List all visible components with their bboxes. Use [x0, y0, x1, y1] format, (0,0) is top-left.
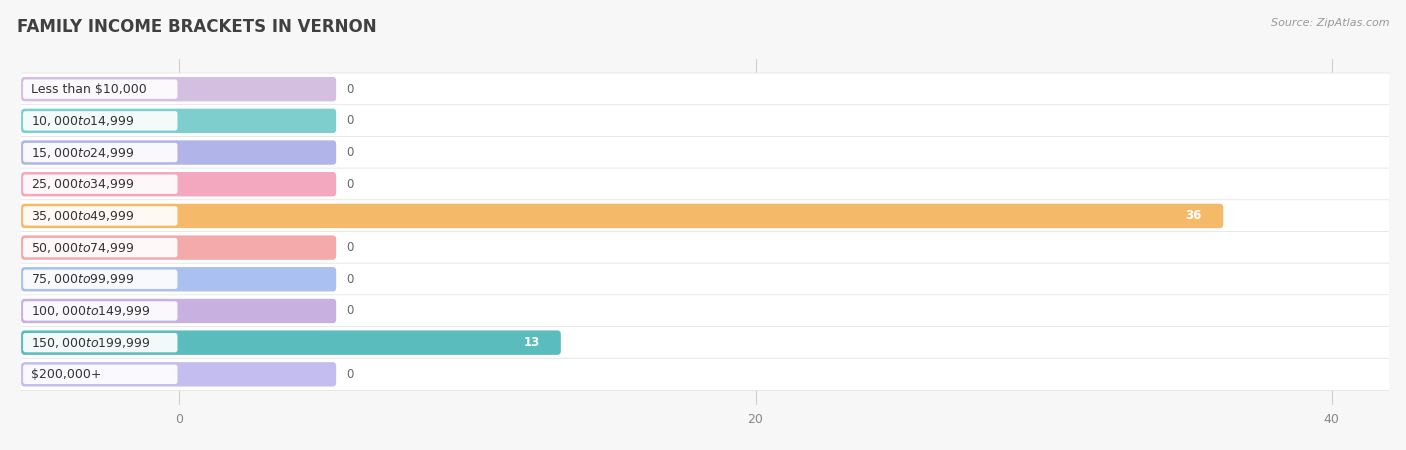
FancyBboxPatch shape [18, 73, 1392, 105]
FancyBboxPatch shape [22, 80, 177, 99]
FancyBboxPatch shape [21, 362, 336, 387]
Text: 0: 0 [346, 273, 354, 286]
Text: FAMILY INCOME BRACKETS IN VERNON: FAMILY INCOME BRACKETS IN VERNON [17, 18, 377, 36]
FancyBboxPatch shape [18, 231, 1392, 264]
FancyBboxPatch shape [22, 111, 177, 130]
FancyBboxPatch shape [18, 327, 1392, 359]
Text: 0: 0 [346, 114, 354, 127]
FancyBboxPatch shape [21, 204, 1223, 228]
Text: 0: 0 [346, 146, 354, 159]
Text: 36: 36 [1185, 209, 1202, 222]
FancyBboxPatch shape [22, 302, 177, 321]
FancyBboxPatch shape [22, 206, 177, 225]
Text: 0: 0 [346, 83, 354, 96]
FancyBboxPatch shape [22, 364, 177, 384]
Text: Source: ZipAtlas.com: Source: ZipAtlas.com [1271, 18, 1389, 28]
FancyBboxPatch shape [18, 105, 1392, 137]
FancyBboxPatch shape [22, 270, 177, 289]
FancyBboxPatch shape [18, 263, 1392, 296]
FancyBboxPatch shape [21, 267, 336, 292]
Text: Less than $10,000: Less than $10,000 [31, 83, 146, 96]
Text: $10,000 to $14,999: $10,000 to $14,999 [31, 114, 135, 128]
FancyBboxPatch shape [18, 295, 1392, 327]
Text: 0: 0 [346, 178, 354, 191]
FancyBboxPatch shape [18, 168, 1392, 200]
FancyBboxPatch shape [21, 108, 336, 133]
FancyBboxPatch shape [18, 136, 1392, 169]
FancyBboxPatch shape [22, 175, 177, 194]
Text: $15,000 to $24,999: $15,000 to $24,999 [31, 145, 135, 160]
Text: $150,000 to $199,999: $150,000 to $199,999 [31, 336, 150, 350]
Text: 0: 0 [346, 241, 354, 254]
Text: 13: 13 [523, 336, 540, 349]
Text: $35,000 to $49,999: $35,000 to $49,999 [31, 209, 135, 223]
FancyBboxPatch shape [22, 143, 177, 162]
Text: $100,000 to $149,999: $100,000 to $149,999 [31, 304, 150, 318]
FancyBboxPatch shape [22, 238, 177, 257]
FancyBboxPatch shape [18, 358, 1392, 391]
Text: 0: 0 [346, 368, 354, 381]
FancyBboxPatch shape [21, 172, 336, 197]
FancyBboxPatch shape [21, 330, 561, 355]
Text: $200,000+: $200,000+ [31, 368, 101, 381]
FancyBboxPatch shape [22, 333, 177, 352]
FancyBboxPatch shape [21, 299, 336, 323]
Text: 0: 0 [346, 305, 354, 317]
FancyBboxPatch shape [21, 77, 336, 101]
FancyBboxPatch shape [21, 235, 336, 260]
FancyBboxPatch shape [21, 140, 336, 165]
Text: $25,000 to $34,999: $25,000 to $34,999 [31, 177, 135, 191]
Text: $50,000 to $74,999: $50,000 to $74,999 [31, 241, 135, 255]
FancyBboxPatch shape [18, 200, 1392, 232]
Text: $75,000 to $99,999: $75,000 to $99,999 [31, 272, 135, 286]
